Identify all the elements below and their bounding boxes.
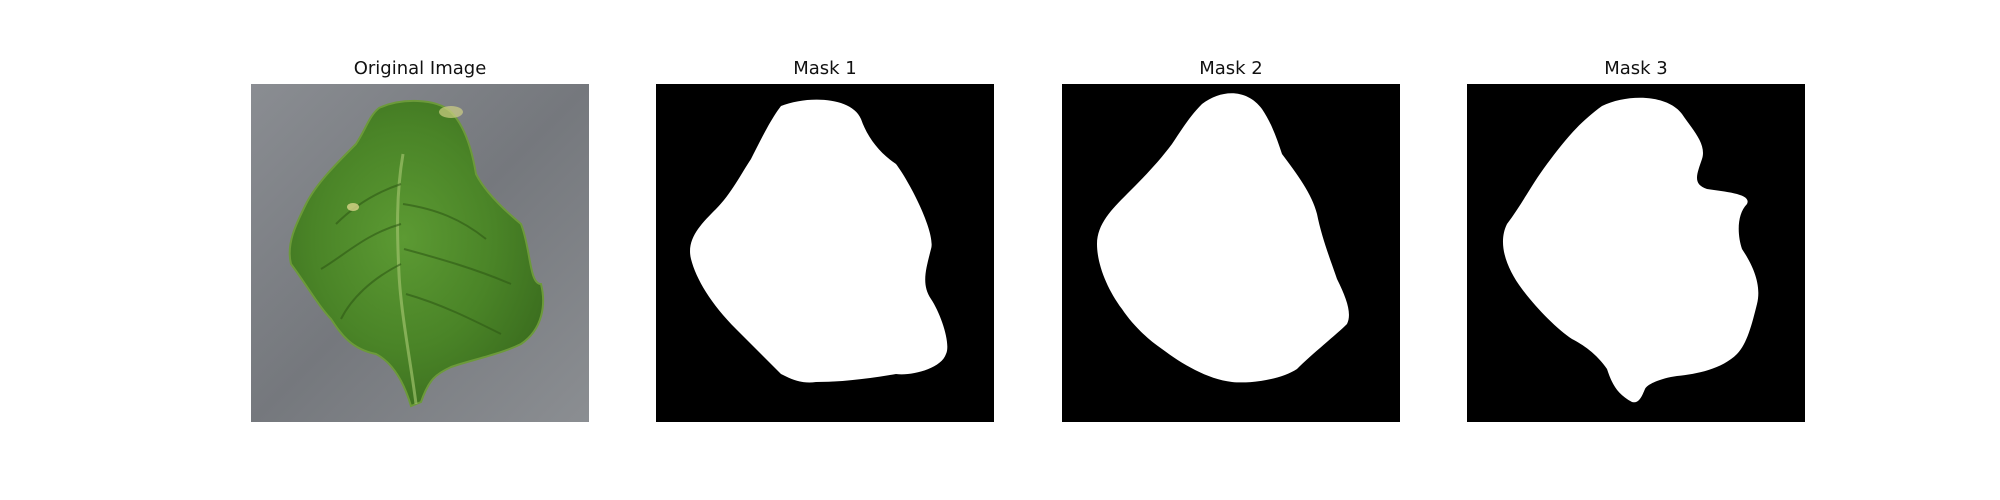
panel-title-mask-2: Mask 2 [1199, 58, 1263, 79]
leaf-photo [251, 84, 589, 422]
mask-3-image [1467, 84, 1805, 422]
mask-1-panel [656, 84, 994, 422]
leaf-veins [320, 183, 512, 335]
leaf-spot [347, 203, 359, 211]
original-image-panel [251, 84, 589, 422]
mask-2-image [1062, 84, 1400, 422]
leaf-shape [288, 99, 545, 408]
mask-3-panel [1467, 84, 1805, 422]
mask-2-region [1097, 93, 1349, 383]
mask-1-region [690, 99, 948, 383]
mask-3-region [1502, 97, 1759, 403]
mask-1-image [656, 84, 994, 422]
leaf-midrib [396, 153, 418, 405]
panel-title-mask-1: Mask 1 [793, 58, 857, 79]
panel-title-original-image: Original Image [353, 58, 487, 79]
mask-2-panel [1062, 84, 1400, 422]
leaf-tip-highlight [439, 106, 463, 118]
panel-title-mask-3: Mask 3 [1604, 58, 1668, 79]
